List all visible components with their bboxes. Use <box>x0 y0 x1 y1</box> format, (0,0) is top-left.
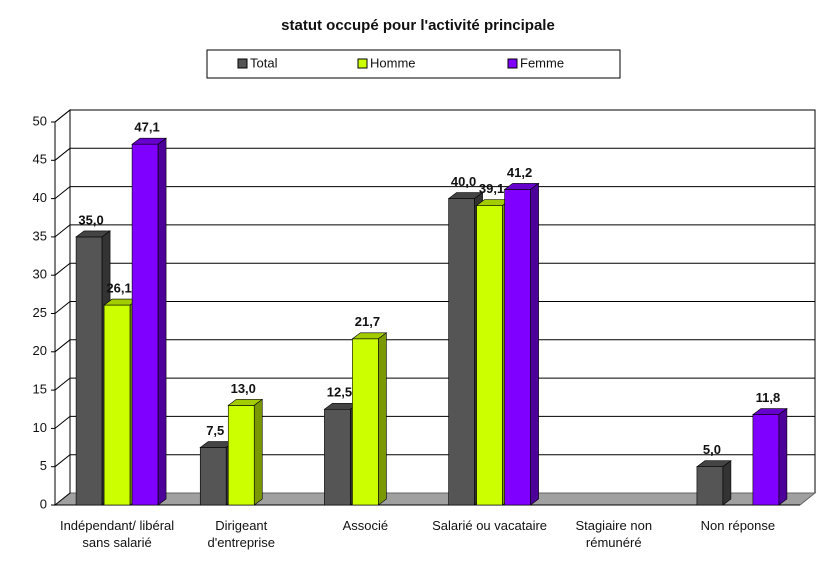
y-tick-label: 45 <box>33 152 47 167</box>
bar-front <box>324 408 351 506</box>
value-label: 5,0 <box>703 442 721 457</box>
legend-label: Femme <box>520 55 564 70</box>
legend-swatch <box>507 58 518 69</box>
value-label: 35,0 <box>78 212 103 227</box>
grid-line <box>54 377 815 391</box>
bar-front <box>227 405 255 506</box>
value-label: 40,0 <box>451 174 476 189</box>
legend-label: Homme <box>370 55 416 70</box>
x-tick-label: Indépendant/ libéral sans salarié <box>59 518 175 550</box>
bar-front <box>131 143 159 506</box>
legend-swatch <box>237 58 248 69</box>
bar-front <box>448 198 475 506</box>
bar-front <box>696 466 724 506</box>
grid-line <box>54 415 815 429</box>
bar-side <box>530 182 539 506</box>
grid-line <box>54 262 815 276</box>
x-tick-label: Dirigeant d'entreprise <box>207 518 276 550</box>
x-tick-label: Associé <box>342 518 389 533</box>
grid-line <box>54 186 815 199</box>
value-label: 13,0 <box>231 381 256 396</box>
y-tick-label: 0 <box>40 496 47 511</box>
bar <box>131 137 167 506</box>
bar <box>75 230 111 506</box>
y-tick-label: 25 <box>33 305 47 320</box>
grid-line <box>54 147 815 161</box>
y-tick-label: 20 <box>33 343 47 358</box>
legend-label: Total <box>250 55 278 70</box>
bar-side <box>722 460 732 506</box>
bar <box>351 332 388 506</box>
grid-line <box>54 454 815 468</box>
bar-side <box>778 408 788 506</box>
x-tick-label: Non réponse <box>700 518 776 533</box>
value-label: 21,7 <box>355 314 380 329</box>
bar <box>752 408 788 506</box>
y-tick-label: 40 <box>33 190 47 205</box>
x-tick-label: Salarié ou vacataire <box>432 518 548 533</box>
x-tick-label: Stagiaire non rémunéré <box>575 518 653 550</box>
bar-front <box>352 338 379 506</box>
y-tick-label: 35 <box>33 228 47 243</box>
bar-front <box>199 447 227 506</box>
value-label: 39,1 <box>479 181 504 196</box>
bar-front <box>504 189 531 506</box>
y-tick-label: 30 <box>33 267 47 282</box>
y-tick-label: 50 <box>33 113 47 128</box>
chart-title: statut occupé pour l'activité principale <box>281 17 555 34</box>
bar <box>503 182 540 506</box>
bar-front <box>75 236 103 506</box>
bar-front <box>752 414 780 506</box>
grid-line <box>54 301 815 314</box>
value-label: 7,5 <box>206 423 224 438</box>
value-label: 26,1 <box>106 281 131 296</box>
grid-line <box>54 109 815 123</box>
value-label: 47,1 <box>134 120 159 135</box>
bar-side <box>378 332 387 506</box>
grid-line <box>54 339 815 353</box>
value-label: 11,8 <box>756 390 781 405</box>
bar-front <box>103 304 131 506</box>
bar <box>227 398 264 506</box>
bar <box>696 460 732 506</box>
bar-front <box>476 205 503 506</box>
legend-swatch <box>357 58 368 69</box>
value-label: 41,2 <box>507 165 532 180</box>
legend-box <box>206 49 621 79</box>
value-label: 12,5 <box>327 385 352 400</box>
bar-side <box>157 137 167 506</box>
y-tick-label: 5 <box>40 458 47 473</box>
bar-side <box>253 398 263 506</box>
grid-line <box>54 224 815 238</box>
y-tick-label: 10 <box>33 420 47 435</box>
y-tick-label: 15 <box>33 382 47 397</box>
